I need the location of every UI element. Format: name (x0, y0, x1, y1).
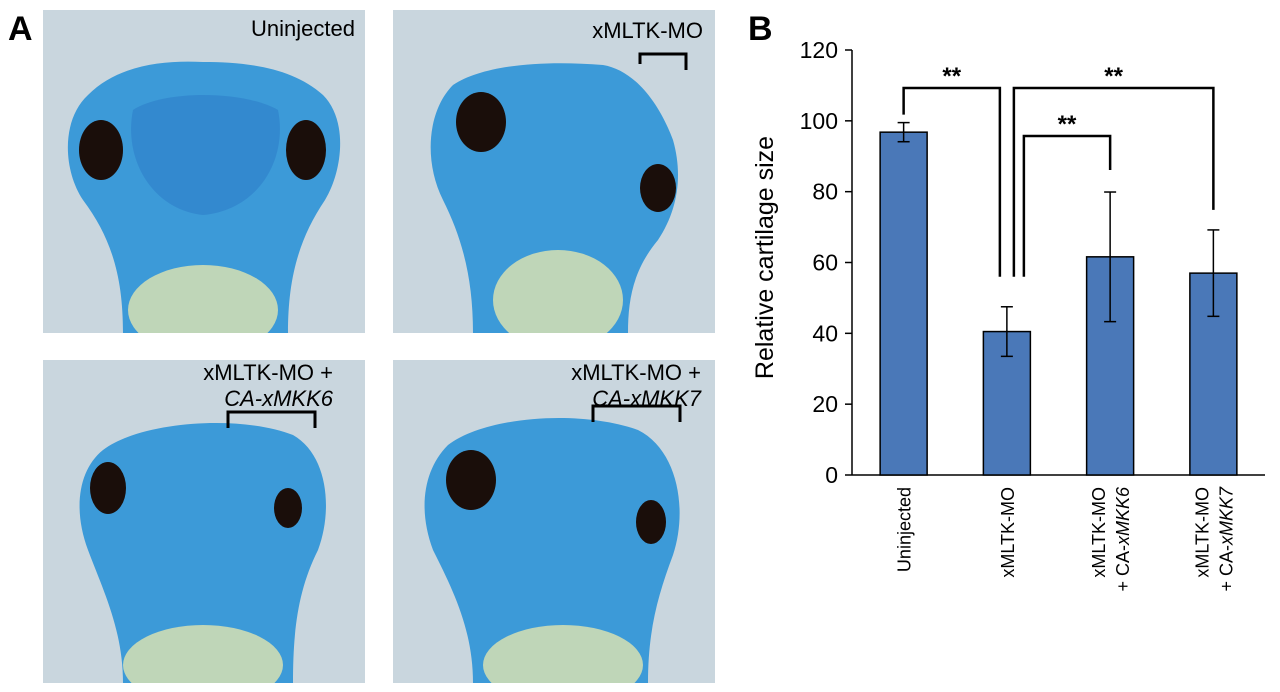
x-tick-label: xMLTK-MO (998, 487, 1018, 578)
y-tick-label: 120 (800, 37, 838, 63)
y-tick-label: 20 (812, 391, 838, 417)
tadpole-photo-xmkk7: xMLTK-MO + CA-xMKK7 (393, 360, 715, 683)
y-axis-label: Relative cartilage size (751, 136, 779, 379)
significance-label: ** (1104, 63, 1123, 90)
y-tick-label: 80 (812, 179, 838, 205)
y-tick-label: 40 (812, 320, 838, 346)
x-tick-label: + CA-xMKK6 (1113, 486, 1133, 592)
x-tick-label: xMLTK-MO (1089, 487, 1109, 578)
panel-b-letter: B (748, 10, 773, 48)
photo-label-uninjected: Uninjected (251, 16, 355, 41)
panel-a-letter: A (8, 10, 33, 48)
x-tick-label: Uninjected (895, 487, 915, 572)
y-tick-label: 100 (800, 108, 838, 134)
y-tick-label: 60 (812, 250, 838, 276)
y-tick-label: 0 (825, 462, 838, 488)
significance-label: ** (942, 63, 961, 90)
tadpole-photo-uninjected: Uninjected (43, 10, 365, 333)
significance-bracket (1012, 86, 1215, 277)
photo-label-xmltk-mo: xMLTK-MO (592, 18, 703, 43)
photo-label-xmkk6: xMLTK-MO + CA-xMKK6 (203, 360, 333, 411)
significance-bracket (902, 86, 1002, 277)
tadpole-photo-xmltk-mo: xMLTK-MO (393, 10, 715, 333)
photo-label-xmkk7: xMLTK-MO + CA-xMKK7 (571, 360, 701, 411)
significance-label: ** (1058, 111, 1077, 138)
bar (879, 131, 928, 476)
tadpole-photo-xmkk6: xMLTK-MO + CA-xMKK6 (43, 360, 365, 683)
x-tick-label: + CA-xMKK7 (1216, 486, 1236, 592)
x-tick-label: xMLTK-MO (1192, 487, 1212, 578)
bar-chart: 0 20 40 60 80 100 120 Relative cartilage size Un… (751, 37, 1265, 592)
significance-bracket (1022, 134, 1112, 277)
